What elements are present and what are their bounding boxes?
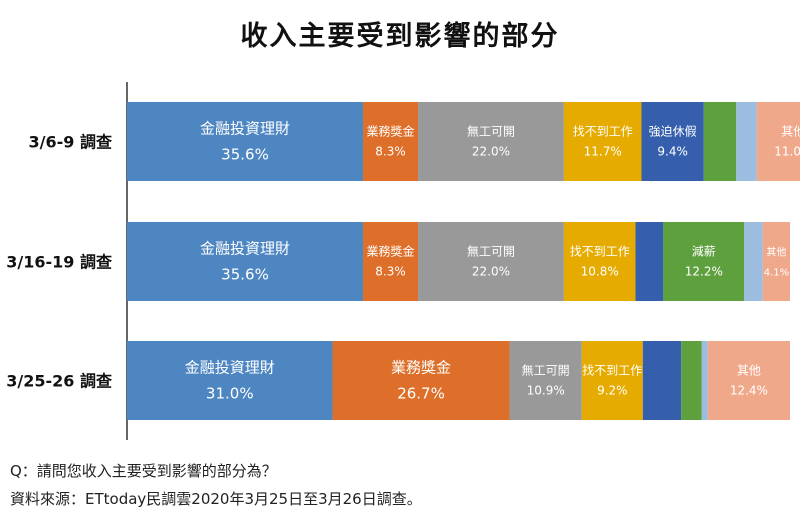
bar-segment [635,222,664,301]
segment-value: 11.0% [774,145,800,159]
segment-label: 金融投資理財 [200,120,290,138]
segment-label: 業務獎金 [367,244,415,259]
bar-segment [363,222,419,301]
segment-label: 無工可開 [467,124,515,139]
segment-label: 金融投資理財 [200,240,290,258]
segment-value: 35.6% [221,266,269,284]
segment-value: 22.0% [472,145,510,159]
segment-value: 10.9% [527,384,565,398]
bar-segment [703,102,737,181]
bar-segment [418,102,564,181]
row-label: 3/25-26 調查 [6,372,112,391]
chart-title: 收入主要受到影響的部分 [240,21,560,52]
segment-value: 4.1% [764,268,789,279]
bar-segment [762,222,790,301]
segment-label: 強迫休假 [649,125,697,139]
bar-segment [641,102,704,181]
bar-segment [509,341,582,420]
bar-segment [418,222,564,301]
segment-label: 找不到工作 [582,364,642,378]
segment-label: 找不到工作 [570,245,630,259]
row-label: 3/16-19 調查 [6,253,112,272]
bar-segment [127,102,364,181]
segment-label: 金融投資理財 [185,359,275,377]
survey-question: Q：請問您收入主要受到影響的部分為？ [10,462,277,480]
segment-value: 22.0% [472,265,510,279]
bar-segment [736,102,757,181]
bar-segment [663,222,745,301]
bar-segment [642,341,682,420]
segment-value: 9.2% [597,384,628,398]
bar-segment [563,222,636,301]
bar-segment [756,102,800,181]
segment-value: 11.7% [584,145,622,159]
segment-value: 12.2% [685,265,723,279]
bar-segment [581,341,643,420]
bar-segment [701,341,708,420]
segment-label: 其他 [737,364,761,378]
segment-value: 12.4% [730,384,768,398]
segment-label: 無工可開 [522,363,570,378]
bar-segment [563,102,642,181]
bar-segment [363,102,419,181]
data-source: 資料來源：ETtoday民調雲2020年3月25日至3月26日調查。 [10,490,422,508]
segment-label: 業務獎金 [367,124,415,139]
bar-segment [127,222,364,301]
segment-value: 26.7% [397,385,445,403]
segment-value: 8.3% [375,265,406,279]
segment-label: 其他 [766,246,786,259]
bar-segment [744,222,763,301]
segment-value: 9.4% [657,145,688,159]
segment-label: 無工可開 [467,244,515,259]
segment-value: 8.3% [375,145,406,159]
segment-label: 找不到工作 [573,125,633,139]
segment-value: 31.0% [206,385,254,403]
bar-segment [127,341,333,420]
bar-segment [681,341,702,420]
bar-segment [332,341,510,420]
segment-value: 35.6% [221,146,269,164]
segment-label: 減薪 [692,244,716,259]
row-label: 3/6-9 調查 [29,133,112,152]
segment-label: 其他 [781,125,800,139]
segment-label: 業務獎金 [391,359,451,377]
segment-value: 10.8% [581,265,619,279]
bar-segment [707,341,790,420]
